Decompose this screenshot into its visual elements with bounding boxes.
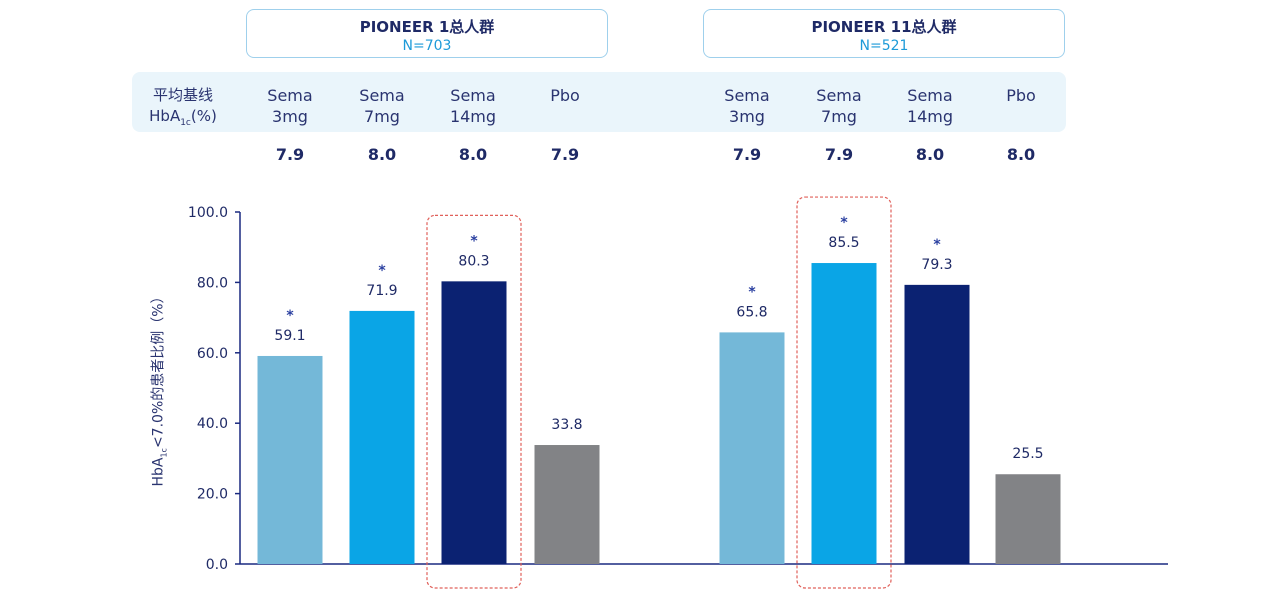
significance-star: * — [933, 237, 941, 253]
bar — [534, 445, 600, 564]
bar — [441, 281, 507, 564]
column-label: Sema 14mg — [449, 86, 497, 126]
group-n: N=703 — [402, 38, 452, 54]
baseline-label-line1: 平均基线 — [152, 86, 213, 104]
significance-star: * — [470, 233, 478, 249]
baseline-value: 7.9 — [275, 145, 305, 164]
significance-star: * — [748, 284, 756, 300]
bar-value-label: 85.5 — [828, 235, 859, 251]
y-tick-label: 20.0 — [197, 487, 228, 503]
y-tick-label: 40.0 — [197, 416, 228, 432]
baseline-value: 8.0 — [1006, 145, 1036, 164]
group-header-pioneer1: PIONEER 1总人群 N=703 — [246, 9, 608, 58]
column-label: Sema 14mg — [906, 86, 954, 126]
bar-value-label: 59.1 — [274, 328, 305, 344]
bar-value-label: 80.3 — [458, 253, 489, 269]
y-tick-label: 80.0 — [197, 275, 228, 291]
bar-value-label: 33.8 — [551, 417, 582, 433]
column-label: Pbo — [550, 86, 580, 105]
baseline-value: 7.9 — [550, 145, 580, 164]
bar — [257, 355, 323, 564]
bar — [995, 474, 1061, 564]
highlight-box — [796, 196, 892, 589]
group-title: PIONEER 1总人群 — [359, 18, 495, 36]
y-tick-label: 100.0 — [188, 205, 228, 221]
baseline-label-line2: HbA1c(%) — [149, 107, 217, 128]
bar — [719, 332, 785, 564]
column-header-band — [132, 72, 1066, 132]
significance-star: * — [840, 215, 848, 231]
baseline-label: 平均基线 HbA1c(%) — [128, 85, 238, 134]
column-label: Sema 3mg — [724, 86, 770, 126]
group-header-pioneer11: PIONEER 11总人群 N=521 — [703, 9, 1065, 58]
y-tick-label: 0.0 — [206, 557, 228, 573]
baseline-value: 8.0 — [915, 145, 945, 164]
significance-star: * — [286, 308, 294, 324]
bar — [904, 284, 970, 564]
bar-value-label: 71.9 — [366, 283, 397, 299]
bar — [349, 310, 415, 564]
group-title: PIONEER 11总人群 — [811, 18, 957, 36]
bar-value-label: 65.8 — [736, 304, 767, 320]
column-label: Sema 7mg — [816, 86, 862, 126]
column-label: Pbo — [1006, 86, 1036, 105]
bar-value-label: 25.5 — [1012, 446, 1043, 462]
significance-star: * — [378, 263, 386, 279]
baseline-value: 8.0 — [458, 145, 488, 164]
bar-value-label: 79.3 — [921, 257, 952, 273]
column-label: Sema 3mg — [267, 86, 313, 126]
baseline-value: 8.0 — [367, 145, 397, 164]
y-tick-label: 60.0 — [197, 346, 228, 362]
column-label: Sema 7mg — [359, 86, 405, 126]
bar — [811, 263, 877, 564]
baseline-value: 7.9 — [824, 145, 854, 164]
group-n: N=521 — [859, 38, 909, 54]
baseline-value: 7.9 — [732, 145, 762, 164]
